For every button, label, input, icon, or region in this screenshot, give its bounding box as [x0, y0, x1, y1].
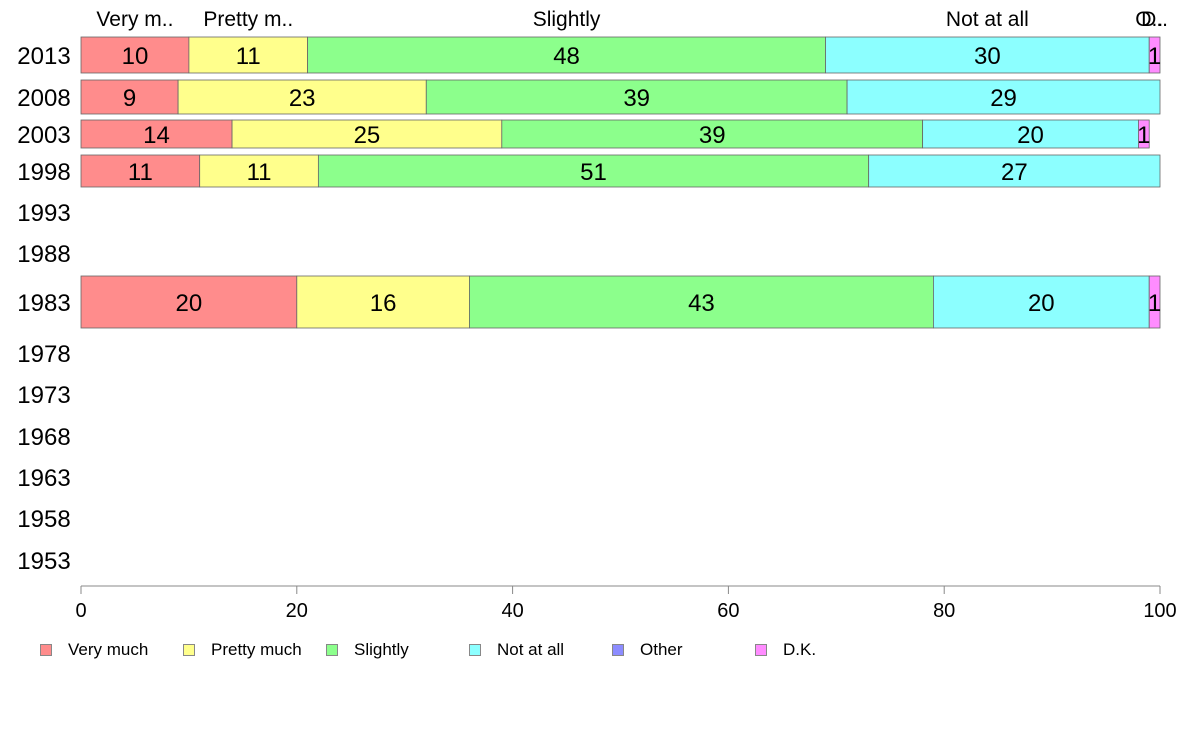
series-header-4: O..: [1135, 8, 1163, 31]
bar-label-2008-3: 29: [990, 85, 1017, 112]
bar-label-2013-0: 10: [122, 43, 149, 70]
bar-label-2013-5: 1: [1148, 43, 1161, 70]
series-header-0: Very m..: [96, 8, 173, 31]
bar-label-2003-1: 25: [354, 122, 381, 149]
legend-swatch: [612, 644, 624, 656]
legend-swatch: [183, 644, 195, 656]
bar-1998-very-much: [80, 154, 201, 188]
bar-label-1998-3: 27: [1001, 159, 1028, 186]
bar-2008-pretty-much: [177, 79, 427, 115]
category-label-1998: 1998: [17, 159, 70, 186]
legend-item-d-k-: D.K.: [755, 640, 816, 660]
bar-2008-slightly: [425, 79, 848, 115]
category-label-1953: 1953: [17, 548, 70, 575]
bar-label-1998-1: 11: [247, 159, 272, 186]
legend-label: D.K.: [783, 640, 817, 659]
category-label-2008: 2008: [17, 85, 70, 112]
x-tick-label-40: 40: [501, 600, 523, 620]
series-header-1: Pretty m..: [203, 8, 293, 31]
bar-label-2003-3: 20: [1017, 122, 1044, 149]
x-tick-label-80: 80: [933, 600, 955, 620]
bar-label-2013-3: 30: [974, 43, 1001, 70]
bar-2003-very-much: [80, 119, 233, 149]
stacked-bar-chart: 2013 2008 2003 1998 1993 1988 1983 1978 1973 1968…: [17, 8, 1176, 620]
bar-label-2013-1: 11: [236, 43, 261, 70]
bar-label-2003-5: 1: [1137, 122, 1150, 149]
bar-2008-very-much: [80, 79, 179, 115]
bar-1983-d-k-: [1148, 275, 1161, 329]
category-label-2013: 2013: [17, 43, 70, 70]
category-label-1988: 1988: [17, 241, 70, 268]
legend-swatch: [755, 644, 767, 656]
bar-label-1983-3: 20: [1028, 290, 1055, 317]
bar-1983-not-at-all: [933, 275, 1150, 329]
category-label-1963: 1963: [17, 465, 70, 492]
bar-label-1983-1: 16: [370, 290, 397, 317]
bar-1998-not-at-all: [868, 154, 1161, 188]
legend-item-slightly: Slightly: [326, 640, 409, 660]
category-label-1968: 1968: [17, 424, 70, 451]
legend-item-other: Other: [612, 640, 683, 660]
legend-swatch: [326, 644, 338, 656]
legend-item-not-at-all: Not at all: [469, 640, 564, 660]
category-label-1978: 1978: [17, 341, 70, 368]
bar-label-2003-0: 14: [143, 122, 170, 149]
legend-label: Pretty much: [211, 640, 302, 659]
x-tick-label-100: 100: [1143, 600, 1176, 620]
category-label-2003: 2003: [17, 122, 70, 149]
legend-item-pretty-much: Pretty much: [183, 640, 302, 660]
bar-2003-not-at-all: [922, 119, 1139, 149]
bar-1983-very-much: [80, 275, 298, 329]
bar-2003-d-k-: [1138, 119, 1150, 149]
bar-label-2003-2: 39: [699, 122, 726, 149]
bar-label-2008-2: 39: [623, 85, 650, 112]
legend-label: Not at all: [497, 640, 565, 659]
bar-label-2013-2: 48: [553, 43, 580, 70]
legend: Very much Pretty much Slightly Not at all Ot…: [40, 640, 1140, 662]
category-label-1983: 1983: [17, 290, 70, 317]
legend-swatch: [40, 644, 52, 656]
category-label-1993: 1993: [17, 200, 70, 227]
bar-label-2008-1: 23: [289, 85, 316, 112]
bar-2008-not-at-all: [846, 79, 1161, 115]
bar-label-2008-0: 9: [123, 85, 136, 112]
bar-label-1998-2: 51: [580, 159, 607, 186]
legend-swatch: [469, 644, 481, 656]
bar-1998-slightly: [317, 154, 870, 188]
series-header-5: D..: [1141, 8, 1168, 31]
x-tick-label-20: 20: [286, 600, 308, 620]
category-label-1973: 1973: [17, 382, 70, 409]
bar-2003-slightly: [501, 119, 924, 149]
series-header-2: Slightly: [533, 8, 601, 31]
bar-2013-pretty-much: [188, 36, 308, 74]
bar-label-1983-0: 20: [176, 290, 203, 317]
series-header-3: Not at all: [946, 8, 1029, 31]
bar-1983-slightly: [469, 275, 934, 329]
category-label-1958: 1958: [17, 506, 70, 533]
bar-1983-pretty-much: [296, 275, 470, 329]
legend-item-very-much: Very much: [40, 640, 148, 660]
bar-2013-d-k-: [1148, 36, 1161, 74]
legend-label: Other: [640, 640, 683, 659]
x-tick-label-60: 60: [717, 600, 739, 620]
bar-label-1983-5: 1: [1148, 290, 1161, 317]
legend-label: Very much: [68, 640, 149, 659]
bar-label-1983-2: 43: [688, 290, 715, 317]
bar-label-1998-0: 11: [128, 159, 153, 186]
x-tick-label-0: 0: [75, 600, 86, 620]
legend-label: Slightly: [354, 640, 409, 659]
